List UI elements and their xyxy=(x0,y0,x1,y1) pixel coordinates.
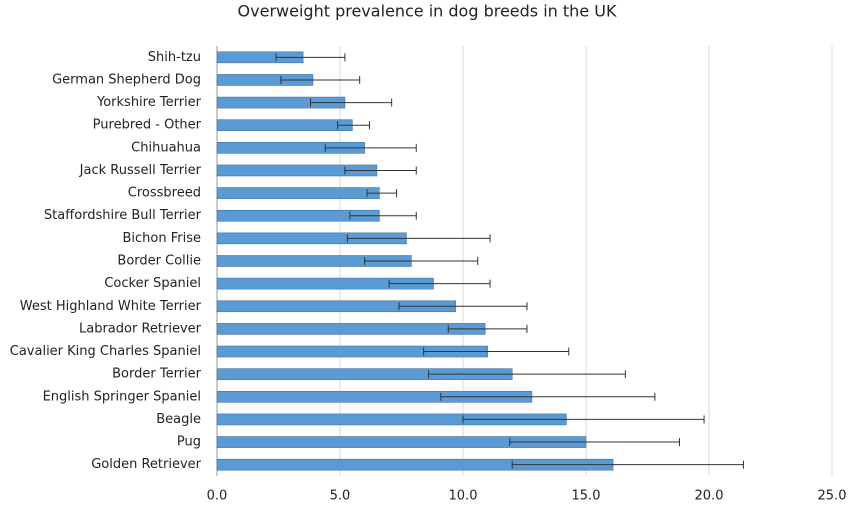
x-tick-label: 20.0 xyxy=(695,489,724,504)
y-tick-label: Shih-tzu xyxy=(148,50,201,65)
error-bar xyxy=(440,392,656,401)
y-tick-label: Golden Retriever xyxy=(91,457,201,472)
error-bar xyxy=(428,370,626,379)
y-tick-label: Cavalier King Charles Spaniel xyxy=(10,344,201,359)
error-bar xyxy=(275,53,346,62)
x-tick-label: 10.0 xyxy=(449,489,478,504)
error-bar xyxy=(349,211,417,220)
y-tick-label: Pug xyxy=(177,435,201,450)
error-bar xyxy=(423,347,570,356)
x-tick-label: 5.0 xyxy=(330,489,351,504)
error-bar xyxy=(344,166,417,175)
y-tick-label: German Shepherd Dog xyxy=(52,72,201,87)
y-tick-label: Beagle xyxy=(156,412,201,427)
error-bar xyxy=(509,438,680,447)
y-tick-label: Border Terrier xyxy=(112,367,202,382)
y-tick-label: Labrador Retriever xyxy=(79,321,202,336)
y-tick-label: Crossbreed xyxy=(128,186,201,201)
y-tick-label: Jack Russell Terrier xyxy=(79,163,202,178)
error-bar xyxy=(366,189,398,198)
error-bar xyxy=(309,98,393,107)
y-tick-label: English Springer Spaniel xyxy=(43,389,201,404)
error-bar xyxy=(364,257,479,265)
y-tick-label: Yorkshire Terrier xyxy=(96,95,202,110)
bar xyxy=(216,323,486,335)
y-tick-label: Purebred - Other xyxy=(93,118,202,133)
bar xyxy=(216,187,380,199)
error-bar xyxy=(280,75,361,84)
error-bar xyxy=(388,279,491,288)
y-tick-label: Border Collie xyxy=(117,254,201,269)
y-tick-label: Bichon Frise xyxy=(122,231,201,246)
x-tick-label: 15.0 xyxy=(572,489,601,504)
x-tick-label: 0.0 xyxy=(207,489,228,504)
y-tick-label: Staffordshire Bull Terrier xyxy=(44,208,202,223)
error-bar xyxy=(447,324,528,333)
error-bar xyxy=(346,234,491,243)
x-tick-label: 25.0 xyxy=(818,489,847,504)
error-bar xyxy=(462,415,705,424)
error-bar xyxy=(511,460,744,469)
y-tick-label: Cocker Spaniel xyxy=(104,276,201,291)
error-bar xyxy=(337,121,371,130)
y-tick-label: Chihuahua xyxy=(131,140,201,155)
chart-title: Overweight prevalence in dog breeds in t… xyxy=(238,2,617,21)
error-bar xyxy=(324,143,417,152)
error-bar xyxy=(398,302,528,311)
y-tick-label: West Highland White Terrier xyxy=(20,299,202,314)
bar xyxy=(216,119,353,132)
